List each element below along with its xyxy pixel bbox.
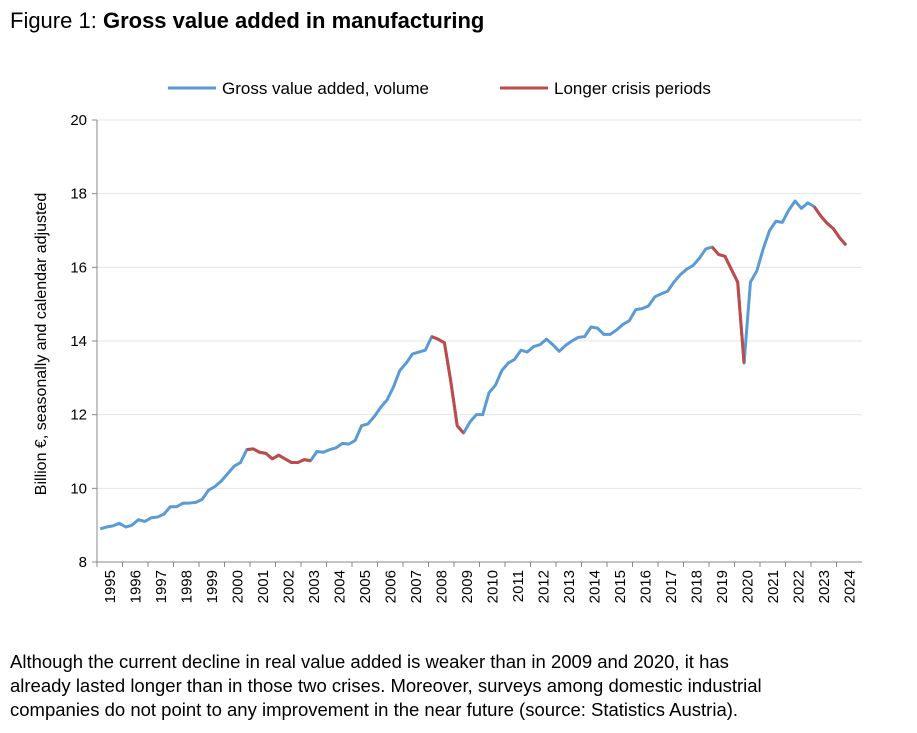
- y-tick-label: 20: [70, 112, 87, 129]
- y-axis-label: Billion €, seasonally and calendar adjus…: [33, 193, 50, 495]
- x-tick-label: 2022: [790, 570, 807, 603]
- chart-title: Figure 1: Gross value added in manufactu…: [10, 8, 484, 34]
- x-tick-label: 1995: [102, 570, 119, 603]
- y-tick-label: 12: [70, 407, 87, 424]
- y-tick-label: 8: [79, 554, 87, 571]
- y-tick-label: 14: [70, 333, 87, 350]
- x-tick-label: 1999: [204, 570, 221, 603]
- x-tick-label: 2012: [535, 570, 552, 603]
- x-tick-label: 2004: [331, 570, 348, 603]
- x-tick-label: 2011: [510, 570, 527, 602]
- x-tick-label: 2014: [586, 570, 603, 603]
- x-tick-label: 2018: [688, 570, 705, 603]
- legend-label: Gross value added, volume: [222, 79, 429, 98]
- title-text: Gross value added in manufacturing: [102, 8, 485, 33]
- x-tick-label: 2005: [357, 570, 374, 603]
- caption-line: companies do not point to any improvemen…: [10, 699, 739, 720]
- x-tick-label: 2015: [612, 570, 629, 603]
- legend-label: Longer crisis periods: [554, 79, 711, 98]
- x-tick-label: 2020: [739, 570, 756, 603]
- figure-label: Figure 1:: [10, 8, 97, 33]
- y-tick-label: 18: [70, 186, 87, 203]
- x-tick-label: 2023: [816, 570, 833, 603]
- x-tick-label: 2001: [255, 570, 272, 603]
- x-tick-label: 2010: [484, 570, 501, 603]
- chart: 8 10 12 14 16 18 20 1995 1996 1997 1998 1999 2000 200…: [33, 79, 862, 603]
- x-tick-label: 2019: [714, 570, 731, 603]
- y-tick-label: 16: [70, 259, 87, 276]
- series-line: [246, 205, 848, 465]
- x-tick-label: 2009: [459, 570, 476, 603]
- x-tick-label: 2024: [841, 570, 858, 603]
- x-tick-label: 1997: [153, 570, 170, 603]
- x-tick-label: 2016: [637, 570, 654, 603]
- y-tick-label: 10: [70, 480, 87, 497]
- x-tick-label: 1996: [127, 570, 144, 603]
- caption-line: already lasted longer than in those two …: [10, 675, 762, 696]
- x-tick-label: 2021: [765, 570, 782, 603]
- x-tick-label: 2013: [561, 570, 578, 603]
- x-tick-label: 2017: [663, 570, 680, 603]
- x-tick-label: 2002: [280, 570, 297, 603]
- caption: Although the current decline in real val…: [10, 650, 762, 722]
- x-tick-label: 2003: [306, 570, 323, 603]
- x-tick-label: 2007: [408, 570, 425, 603]
- x-tick-label: 2000: [229, 570, 246, 603]
- x-tick-label: 1998: [178, 570, 195, 603]
- caption-line: Although the current decline in real val…: [10, 651, 729, 672]
- x-tick-label: 2006: [382, 570, 399, 603]
- x-tick-label: 2008: [433, 570, 450, 603]
- series-line: [99, 199, 848, 531]
